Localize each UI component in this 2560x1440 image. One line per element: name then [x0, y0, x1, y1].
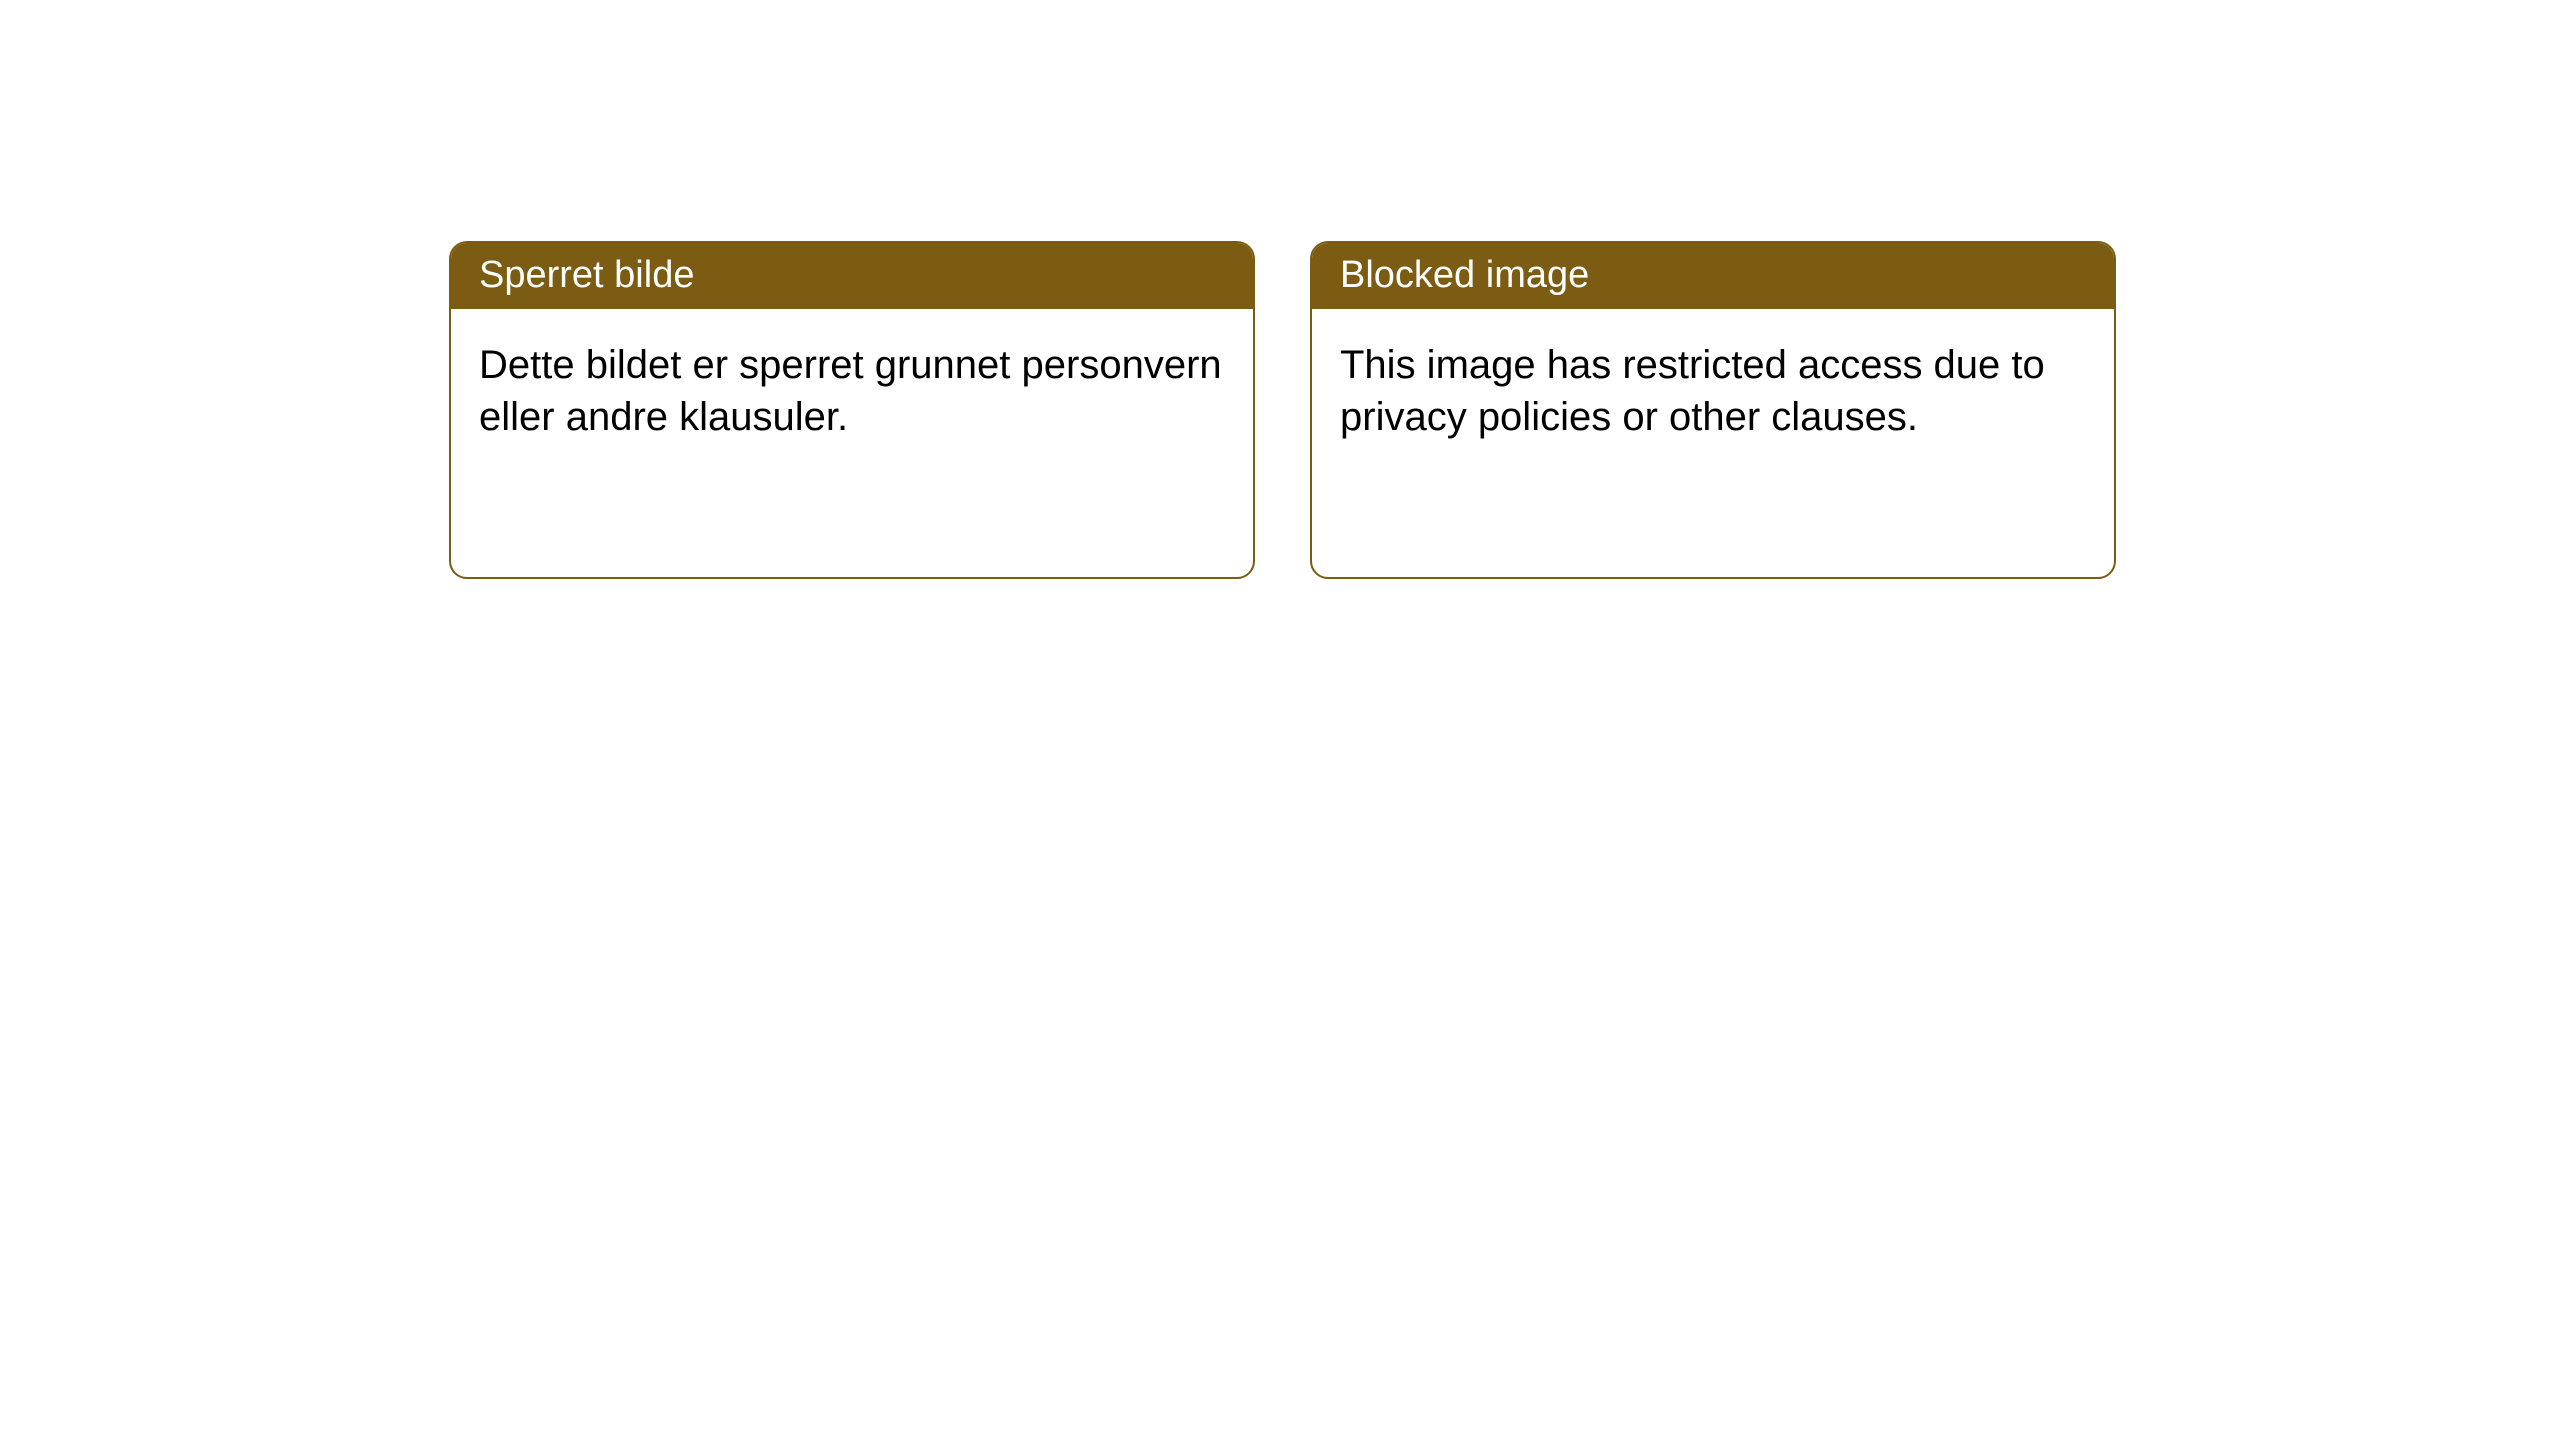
card-body-text: This image has restricted access due to …	[1340, 343, 2045, 439]
card-body: Dette bildet er sperret grunnet personve…	[451, 309, 1253, 473]
card-header: Sperret bilde	[451, 243, 1253, 309]
card-header-text: Sperret bilde	[479, 254, 694, 296]
card-header-text: Blocked image	[1340, 254, 1589, 296]
card-header: Blocked image	[1312, 243, 2114, 309]
blocked-image-card-en: Blocked image This image has restricted …	[1310, 241, 2116, 579]
card-body: This image has restricted access due to …	[1312, 309, 2114, 473]
card-body-text: Dette bildet er sperret grunnet personve…	[479, 343, 1222, 439]
cards-container: Sperret bilde Dette bildet er sperret gr…	[0, 0, 2560, 579]
blocked-image-card-no: Sperret bilde Dette bildet er sperret gr…	[449, 241, 1255, 579]
